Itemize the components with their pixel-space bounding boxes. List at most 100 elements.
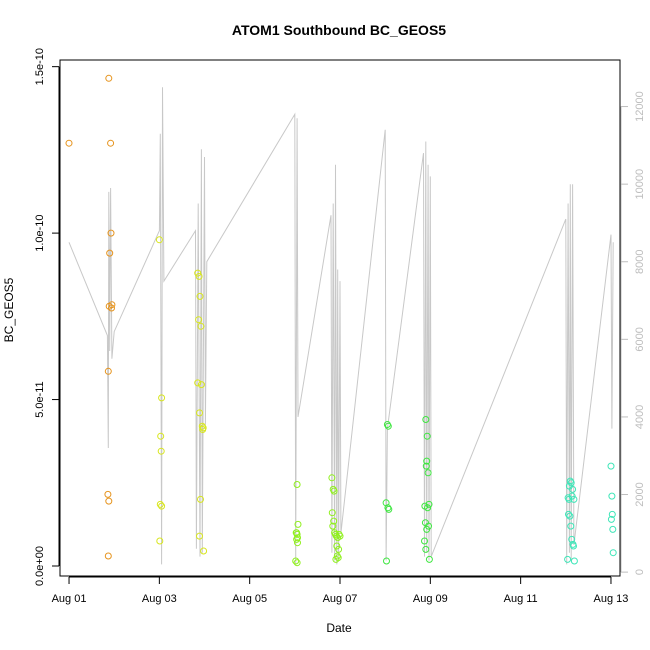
secondary-y-axis: 0 2000 4000 6000 8000 10000 12000 (620, 91, 646, 575)
data-point (65, 139, 73, 147)
data-point (335, 545, 343, 553)
secondary-series-line (68, 87, 614, 565)
secondary-y-tick-label: 12000 (634, 91, 646, 122)
data-point (423, 525, 431, 533)
y-axis: 0.0e+00 5.0e-11 1.0e-10 1.5e-10 (34, 48, 60, 586)
x-tick-label: Aug 05 (232, 593, 267, 605)
data-point (328, 474, 336, 482)
data-point (104, 367, 112, 375)
x-tick-label: Aug 03 (142, 593, 177, 605)
data-point (608, 492, 616, 500)
data-point (421, 537, 428, 545)
plot-frame (59, 59, 621, 577)
data-point (199, 424, 207, 432)
y-tick-label: 1.5e-10 (34, 48, 46, 85)
secondary-y-tick-label: 2000 (634, 482, 646, 506)
secondary-y-tick-label: 8000 (634, 250, 646, 274)
data-point (156, 537, 164, 545)
data-point (609, 525, 617, 533)
data-point (292, 557, 300, 565)
data-point (423, 457, 431, 465)
data-point (197, 381, 205, 389)
data-point (383, 557, 390, 565)
data-point (200, 547, 208, 555)
data-point (105, 497, 113, 505)
data-point (608, 510, 616, 518)
data-point (294, 539, 301, 547)
data-point (422, 462, 430, 470)
chart-title: ATOM1 Southbound BC_GEOS5 (232, 22, 446, 38)
x-tick-label: Aug 01 (52, 593, 87, 605)
secondary-line-layer (68, 87, 614, 565)
x-tick-label: Aug 11 (504, 593, 538, 605)
secondary-y-tick-label: 0 (634, 569, 646, 575)
data-point (565, 510, 572, 518)
data-point (333, 542, 341, 550)
data-point (569, 485, 577, 493)
x-tick-label: Aug 07 (323, 593, 358, 605)
secondary-y-tick-label: 4000 (634, 405, 646, 429)
data-point (195, 316, 203, 324)
data-point (107, 139, 115, 147)
data-point (564, 555, 572, 563)
data-point (422, 416, 430, 423)
x-tick-label: Aug 13 (594, 593, 629, 605)
data-point (196, 532, 203, 540)
data-point (607, 462, 615, 470)
data-point (196, 409, 203, 417)
data-point (196, 292, 204, 300)
data-point (607, 515, 615, 523)
x-axis: Aug 01 Aug 03 Aug 05 Aug 07 Aug 09 Aug 11 Aug … (52, 576, 629, 605)
data-point (566, 512, 574, 520)
data-point (294, 534, 301, 542)
data-point (194, 269, 202, 277)
data-point (294, 520, 302, 528)
data-point (197, 495, 204, 503)
data-point (425, 500, 433, 508)
y-axis-label: BC_GEOS5 (2, 277, 16, 342)
data-point (335, 530, 343, 538)
data-point (609, 549, 617, 557)
data-point (424, 469, 432, 477)
data-point (155, 236, 163, 244)
data-point (293, 529, 301, 537)
data-point (568, 535, 576, 543)
data-point (107, 229, 115, 237)
data-point (195, 272, 203, 280)
data-point (385, 505, 393, 513)
data-point (156, 500, 164, 508)
data-point (330, 487, 338, 495)
data-point (425, 522, 432, 530)
secondary-y-tick-label: 6000 (634, 327, 646, 351)
data-point (104, 552, 112, 560)
data-point (158, 502, 166, 510)
data-point (424, 504, 432, 512)
data-point (293, 481, 301, 488)
data-point (330, 517, 338, 525)
data-point (106, 249, 114, 257)
data-point (384, 422, 392, 430)
data-point (157, 447, 165, 455)
data-point (104, 490, 112, 498)
y-tick-label: 5.0e-11 (34, 381, 46, 418)
data-point (328, 509, 336, 517)
data-point (568, 492, 576, 500)
data-point (332, 555, 340, 563)
data-point (105, 74, 113, 82)
data-point (567, 479, 575, 487)
secondary-y-tick-label: 10000 (634, 169, 646, 200)
y-tick-label: 0.0e+00 (34, 546, 46, 586)
data-point (158, 394, 166, 402)
data-point (567, 522, 575, 530)
data-point (197, 322, 205, 330)
data-point (425, 555, 433, 563)
data-point (570, 557, 578, 565)
x-axis-label: Date (326, 621, 352, 635)
data-point (422, 545, 430, 553)
data-point (108, 301, 116, 309)
data-point (108, 304, 115, 312)
data-point (423, 432, 431, 440)
